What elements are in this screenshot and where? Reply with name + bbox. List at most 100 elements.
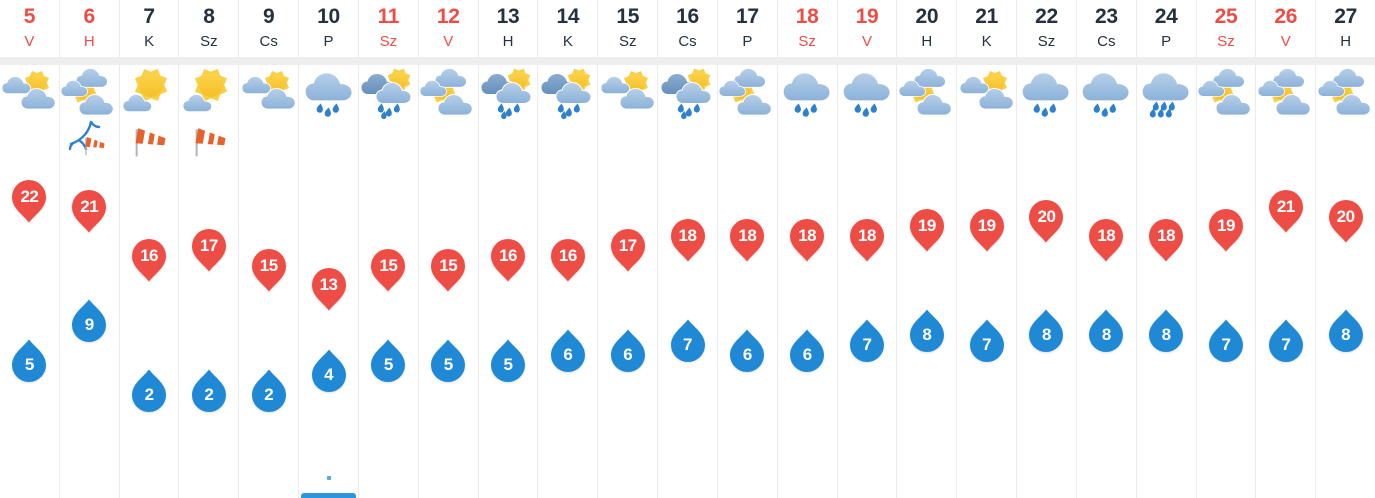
low-temp-marker[interactable]: 9: [69, 298, 109, 344]
low-temp-marker[interactable]: 7: [668, 318, 708, 364]
high-temp-marker[interactable]: 16: [129, 237, 169, 283]
high-temp-marker[interactable]: 15: [368, 247, 408, 293]
forecast-day-column-13[interactable]: 13 H 16 5: [479, 0, 539, 498]
high-temp-marker[interactable]: 18: [787, 217, 827, 263]
low-temp-marker[interactable]: 7: [967, 318, 1007, 364]
day-of-week-label: H: [502, 33, 514, 50]
weather-icon-slot: [1, 67, 57, 119]
high-temp-marker[interactable]: 18: [727, 217, 767, 263]
forecast-day-column-17[interactable]: 17 P 18 6: [718, 0, 778, 498]
water-drop-icon: [909, 309, 944, 353]
sun-shower-icon: [480, 68, 532, 119]
day-of-week-label: V: [24, 33, 35, 50]
high-temp-marker[interactable]: 16: [548, 237, 588, 283]
low-temp-marker[interactable]: 7: [1266, 318, 1306, 364]
precip-bar[interactable]: [301, 493, 356, 498]
high-temp-marker[interactable]: 16: [488, 237, 528, 283]
forecast-day-column-20[interactable]: 20 H 19 8: [897, 0, 958, 498]
low-temp-value: 6: [623, 345, 633, 364]
high-temp-marker[interactable]: 22: [9, 178, 49, 224]
high-temp-marker[interactable]: 18: [847, 217, 887, 263]
low-temp-marker[interactable]: 8: [1086, 308, 1126, 354]
low-temp-marker[interactable]: 6: [548, 328, 588, 374]
low-temp-value: 6: [563, 345, 573, 364]
high-temp-marker[interactable]: 15: [249, 247, 289, 293]
low-temp-value: 8: [1341, 325, 1351, 344]
water-drop-icon: [132, 369, 167, 413]
low-temp-marker[interactable]: 5: [428, 338, 468, 384]
high-temp-marker[interactable]: 17: [608, 227, 648, 273]
day-of-week-label: Sz: [798, 33, 816, 50]
weather-icon-slot: [839, 67, 895, 119]
low-temp-value: 7: [1221, 335, 1231, 354]
sun-shower-icon: [660, 68, 712, 119]
forecast-day-column-11[interactable]: 11 Sz 15 5: [359, 0, 419, 498]
high-temp-marker[interactable]: 17: [189, 227, 229, 273]
low-temp-marker[interactable]: 2: [249, 368, 289, 414]
date-number: 27: [1334, 5, 1358, 28]
day-of-week-label: P: [1161, 33, 1172, 50]
forecast-day-column-23[interactable]: 23 Cs 18 8: [1077, 0, 1137, 498]
water-drop-icon: [72, 299, 107, 343]
date-number: 10: [317, 5, 340, 28]
forecast-day-column-19[interactable]: 19 V 18 7: [838, 0, 898, 498]
forecast-day-column-9[interactable]: 9 Cs 15 2: [239, 0, 300, 498]
forecast-day-column-26[interactable]: 26 V 21 7: [1256, 0, 1317, 498]
forecast-day-column-8[interactable]: 8 Sz 17 2: [179, 0, 240, 498]
low-temp-marker[interactable]: 8: [1026, 308, 1066, 354]
high-temp-marker[interactable]: 19: [907, 207, 947, 253]
forecast-day-column-18[interactable]: 18 Sz 18 6: [778, 0, 838, 498]
forecast-day-column-10[interactable]: 10 P 13 4: [299, 0, 359, 498]
low-temp-marker[interactable]: 6: [608, 328, 648, 374]
weather-icon-slot: [959, 67, 1015, 119]
high-temp-marker[interactable]: 18: [1146, 217, 1186, 263]
high-temp-marker[interactable]: 21: [69, 188, 109, 234]
high-temp-marker[interactable]: 19: [967, 207, 1007, 253]
low-temp-value: 5: [24, 355, 34, 374]
low-temp-marker[interactable]: 7: [847, 318, 887, 364]
weather-icon-slot: [898, 67, 955, 119]
forecast-day-column-22[interactable]: 22 Sz 20 8: [1017, 0, 1077, 498]
high-temp-marker[interactable]: 20: [1026, 198, 1066, 244]
forecast-day-column-5[interactable]: 5 V 22 5: [0, 0, 60, 498]
low-temp-marker[interactable]: 2: [129, 368, 169, 414]
weather-icon-slot: [719, 67, 775, 119]
high-temp-marker[interactable]: 15: [428, 247, 468, 293]
day-of-week-label: H: [83, 33, 95, 50]
low-temp-marker[interactable]: 5: [488, 338, 528, 384]
forecast-day-column-24[interactable]: 24 P 18 8: [1137, 0, 1197, 498]
high-temp-marker[interactable]: 19: [1206, 207, 1246, 253]
low-temp-marker[interactable]: 5: [9, 338, 49, 384]
forecast-day-column-7[interactable]: 7 K 16 2: [120, 0, 180, 498]
low-temp-marker[interactable]: 7: [1206, 318, 1246, 364]
forecast-day-column-12[interactable]: 12 V 15 5: [419, 0, 479, 498]
low-temp-marker[interactable]: 6: [727, 328, 767, 374]
forecast-day-column-21[interactable]: 21 K 19 7: [957, 0, 1018, 498]
low-temp-marker[interactable]: 2: [189, 368, 229, 414]
forecast-day-column-16[interactable]: 16 Cs 18 7: [658, 0, 718, 498]
date-number: 6: [83, 5, 96, 28]
low-temp-marker[interactable]: 8: [1146, 308, 1186, 354]
day-of-week-label: K: [144, 33, 155, 50]
high-temp-marker[interactable]: 18: [668, 217, 708, 263]
forecast-day-column-27[interactable]: 27 H 20 8: [1316, 0, 1375, 498]
low-temp-marker[interactable]: 6: [787, 328, 827, 374]
high-temp-marker[interactable]: 21: [1266, 188, 1306, 234]
date-number: 20: [915, 5, 939, 28]
forecast-day-column-15[interactable]: 15 Sz 17 6: [598, 0, 659, 498]
rain-cloud-icon: [842, 71, 891, 117]
high-temp-marker[interactable]: 18: [1086, 217, 1126, 263]
partly-cloudy-icon: [959, 70, 1014, 110]
forecast-day-column-14[interactable]: 14 K 16 6: [538, 0, 599, 498]
low-temp-marker[interactable]: 5: [368, 338, 408, 384]
weather-icon-slot: [1257, 67, 1314, 119]
high-temp-marker[interactable]: 13: [309, 266, 349, 312]
forecast-day-column-6[interactable]: 6 H 21 9: [60, 0, 120, 498]
high-temp-value: 20: [1336, 206, 1355, 226]
low-temp-marker[interactable]: 8: [907, 308, 947, 354]
low-temp-marker[interactable]: 4: [309, 348, 349, 394]
forecast-day-column-25[interactable]: 25 Sz 19 7: [1197, 0, 1257, 498]
map-pin-icon: [1268, 189, 1303, 233]
low-temp-marker[interactable]: 8: [1326, 308, 1366, 354]
high-temp-marker[interactable]: 20: [1326, 198, 1366, 244]
